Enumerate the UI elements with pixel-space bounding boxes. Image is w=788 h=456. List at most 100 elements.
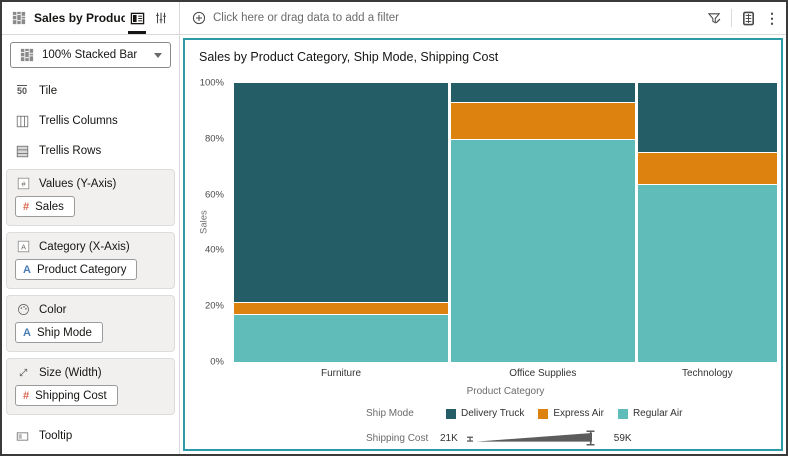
color-legend-title: Ship Mode <box>366 408 414 419</box>
section-header: Color <box>15 303 166 316</box>
pill-sales[interactable]: # Sales <box>15 196 75 217</box>
svg-text:A: A <box>21 242 26 251</box>
grammar-panel: 100% Stacked Bar 50 Tile Trellis Columns Tr… <box>2 35 180 454</box>
top-bar: Sales by Product Ca... Click here or dra… <box>2 2 786 35</box>
trellis-rows-icon <box>14 145 30 158</box>
drop-targets-top: 50 Tile Trellis Columns Trellis Rows <box>2 76 179 166</box>
bar-segment-technology-regular-air[interactable] <box>637 184 777 362</box>
viz-type-selector[interactable]: 100% Stacked Bar <box>10 42 171 68</box>
sidebar-item-label: Trellis Columns <box>39 115 118 127</box>
x-axis-title: Product Category <box>466 386 545 397</box>
grammar-section-values-y-axis: # Values (Y-Axis) # Sales <box>6 169 175 226</box>
sidebar-item-tooltip[interactable]: Tooltip <box>2 421 179 451</box>
bar-segment-technology-express-air[interactable] <box>637 153 777 184</box>
section-label: Size (Width) <box>39 366 102 379</box>
sidebar-item-trellis-columns[interactable]: Trellis Columns <box>2 106 179 136</box>
bar-segment-furniture-regular-air[interactable] <box>234 314 449 362</box>
legend-swatch-icon <box>617 408 628 419</box>
y-tick-label: 100% <box>199 77 224 89</box>
viz-title-header: Sales by Product Ca... <box>34 11 125 25</box>
add-filter-icon[interactable] <box>192 11 206 25</box>
y-tick-label: 60% <box>204 189 224 201</box>
measure-icon: # <box>23 200 30 213</box>
values-axis-icon: # <box>15 177 31 190</box>
pill-label: Shipping Cost <box>35 389 107 402</box>
size-legend-min: 21K <box>440 432 458 444</box>
drop-target-sections: # Values (Y-Axis) # Sales A Category (X-Axis)… <box>2 169 179 415</box>
size-legend: Shipping Cost 21K 59K <box>185 430 781 446</box>
bar-segment-furniture-express-air[interactable] <box>234 302 449 314</box>
kebab-menu-icon[interactable]: ⋮ <box>765 10 779 26</box>
bar-segment-office-supplies-express-air[interactable] <box>451 103 635 140</box>
drop-targets-bottom: TooltipDetailFiltersRelated Columns <box>2 421 179 454</box>
y-tick-label: 80% <box>204 133 224 145</box>
attribute-icon: A <box>23 326 31 339</box>
size-legend-max: 59K <box>613 432 632 444</box>
x-axis-label-technology: Technology <box>682 368 733 379</box>
size-legend-wedge-icon <box>466 430 606 446</box>
legend-item-label: Express Air <box>553 408 604 419</box>
bar-segment-office-supplies-regular-air[interactable] <box>451 140 635 362</box>
bar-office-supplies <box>451 83 635 362</box>
plot-area <box>234 83 777 362</box>
pill-label: Sales <box>35 200 64 213</box>
grammar-section-color: Color A Ship Mode <box>6 295 175 352</box>
bar-segment-office-supplies-delivery-truck[interactable] <box>451 83 635 103</box>
viz-type-label: 100% Stacked Bar <box>42 49 138 61</box>
viz-header: Sales by Product Ca... <box>2 2 180 34</box>
filter-bar[interactable]: Click here or drag data to add a filter … <box>180 2 786 34</box>
sidebar-item-label: Trellis Rows <box>39 145 102 157</box>
x-axis-label-office-supplies: Office Supplies <box>509 368 577 379</box>
canvas-grid-icon[interactable] <box>741 11 756 26</box>
legend-item-label: Regular Air <box>632 408 683 419</box>
y-tick-label: 20% <box>204 300 224 312</box>
visualization-panel[interactable]: Sales by Product Category, Ship Mode, Sh… <box>183 38 783 451</box>
color-palette-icon <box>15 303 31 316</box>
size-width-icon <box>15 366 31 379</box>
legend-item-label: Delivery Truck <box>461 408 525 419</box>
bar-furniture <box>234 83 449 362</box>
chevron-down-icon <box>154 52 162 58</box>
y-tick-label: 40% <box>204 244 224 256</box>
tab-grammar-panel[interactable] <box>125 2 149 34</box>
filter-options-icon[interactable] <box>707 11 722 26</box>
section-label: Values (Y-Axis) <box>39 177 117 190</box>
section-label: Category (X-Axis) <box>39 240 130 253</box>
grammar-section-size-width: Size (Width) # Shipping Cost <box>6 358 175 415</box>
color-legend: Ship Mode Delivery Truck Express Air Regul… <box>185 408 781 419</box>
legend-item-regular-air[interactable]: Regular Air <box>617 408 683 419</box>
pill-ship-mode[interactable]: A Ship Mode <box>15 322 103 343</box>
filter-prompt-text: Click here or drag data to add a filter <box>213 12 400 24</box>
sidebar-item-tile[interactable]: 50 Tile <box>2 76 179 106</box>
bar-segment-furniture-delivery-truck[interactable] <box>234 83 449 302</box>
bar-technology <box>637 83 777 362</box>
color-legend-items: Delivery Truck Express Air Regular Air <box>446 408 682 419</box>
tab-properties-panel[interactable] <box>149 2 173 34</box>
sidebar-item-trellis-rows[interactable]: Trellis Rows <box>2 136 179 166</box>
sidebar-item-label: Tooltip <box>39 430 73 442</box>
legend-swatch-icon <box>538 408 549 419</box>
legend-item-express-air[interactable]: Express Air <box>538 408 604 419</box>
tile-icon: 50 <box>16 86 27 96</box>
section-label: Color <box>39 303 67 316</box>
tooltip-icon <box>14 430 30 443</box>
pill-shipping-cost[interactable]: # Shipping Cost <box>15 385 118 406</box>
pill-product-category[interactable]: A Product Category <box>15 259 138 280</box>
legend-item-delivery-truck[interactable]: Delivery Truck <box>446 408 524 419</box>
attribute-icon: A <box>23 263 31 276</box>
svg-text:#: # <box>21 179 26 188</box>
measure-icon: # <box>23 389 30 402</box>
y-axis-ticks: 0% 20% 40% 60% 80% 100% <box>185 78 230 368</box>
pill-label: Ship Mode <box>36 326 92 339</box>
toolbar-right: ⋮ <box>707 9 786 27</box>
sidebar-item-detail[interactable]: Detail <box>2 451 179 454</box>
x-axis-label-furniture: Furniture <box>321 368 362 379</box>
stacked-bar-viz-icon <box>19 48 35 62</box>
bar-segment-technology-delivery-truck[interactable] <box>637 83 777 153</box>
grammar-section-category-x-axis: A Category (X-Axis) A Product Category <box>6 232 175 289</box>
section-header: # Values (Y-Axis) <box>15 177 166 190</box>
y-tick-label: 0% <box>210 356 224 368</box>
canvas-area: Sales by Product Category, Ship Mode, Sh… <box>180 35 786 454</box>
section-header: Size (Width) <box>15 366 166 379</box>
